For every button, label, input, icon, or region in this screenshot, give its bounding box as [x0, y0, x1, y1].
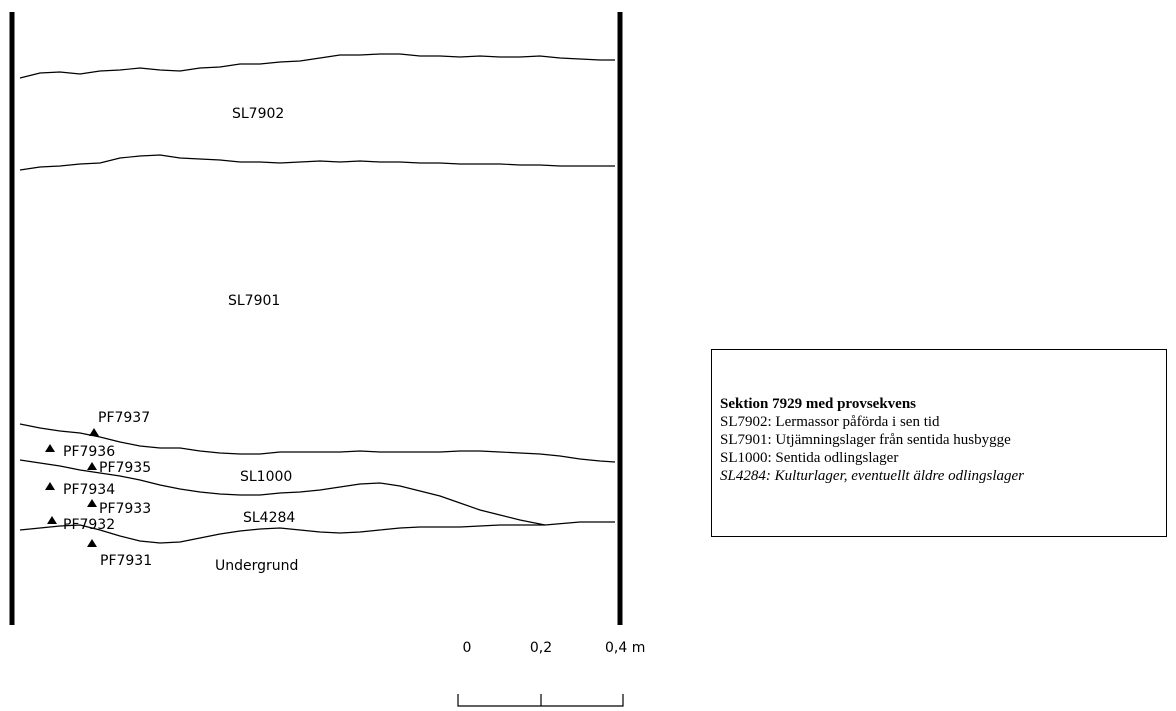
- layer-label: Undergrund: [215, 558, 298, 574]
- sample-marker: [87, 462, 97, 470]
- sample-marker: [87, 499, 97, 507]
- sample-marker: [45, 482, 55, 490]
- sample-marker: [87, 539, 97, 547]
- sample-marker: [89, 428, 99, 436]
- sample-label: PF7933: [99, 501, 151, 517]
- layer-boundary: [19, 459, 546, 526]
- sample-label: PF7934: [63, 482, 115, 498]
- scale-bar: 0 0,2 0,4 m: [457, 640, 645, 707]
- legend-item: SL7902: Lermassor påförda i sen tid: [720, 414, 940, 430]
- sample-label: PF7936: [63, 444, 115, 460]
- sample-marker: [45, 444, 55, 452]
- layer-boundary: [19, 521, 615, 544]
- legend: Sektion 7929 med provsekvens SL7902: Ler…: [711, 349, 1167, 537]
- sample-label: PF7937: [98, 410, 150, 426]
- legend-item: SL4284: Kulturlager, eventuellt äldre od…: [720, 468, 1025, 484]
- legend-title: Sektion 7929 med provsekvens: [720, 396, 916, 412]
- sample-label: PF7932: [63, 517, 115, 533]
- legend-item: SL1000: Sentida odlingslager: [720, 450, 899, 466]
- layer-boundary: [19, 154, 615, 171]
- layer-boundary: [19, 423, 616, 463]
- scale-label: 0,4 m: [605, 640, 645, 656]
- sample-label: PF7935: [99, 460, 151, 476]
- scale-label: 0,2: [530, 640, 552, 656]
- layer-label: SL4284: [243, 510, 295, 526]
- layer-label: SL7902: [232, 106, 284, 122]
- samples: PF7937 PF7936 PF7935 PF7934 PF7933 PF793…: [45, 410, 152, 569]
- sample-marker: [47, 516, 57, 524]
- sample-label: PF7931: [100, 553, 152, 569]
- layer-boundary: [19, 53, 615, 79]
- layer-label: SL1000: [240, 469, 292, 485]
- legend-item: SL7901: Utjämningslager från sentida hus…: [720, 432, 1011, 448]
- scale-label: 0: [463, 640, 472, 656]
- layer-label: SL7901: [228, 293, 280, 309]
- scale-line: [457, 694, 624, 707]
